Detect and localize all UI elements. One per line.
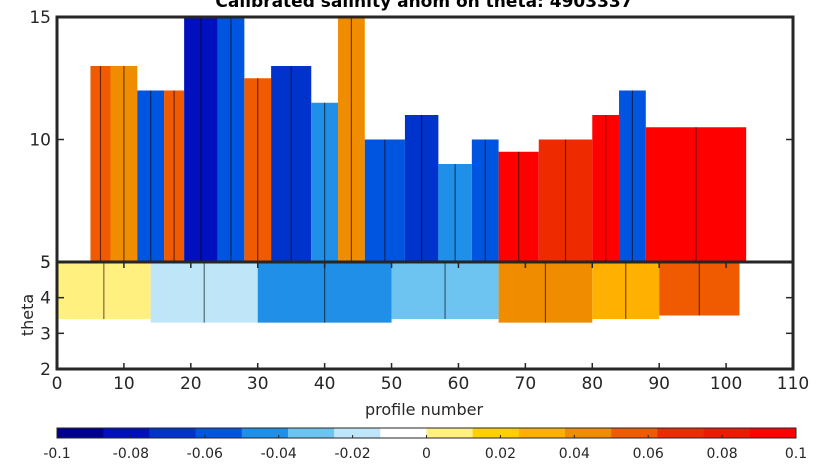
colorbar-swatch (703, 428, 751, 438)
x-tick-label: 0 (52, 374, 63, 394)
colorbar-tick-label: 0.04 (559, 446, 590, 462)
x-tick-label: 100 (710, 374, 742, 394)
x-tick-label: 90 (648, 374, 670, 394)
colorbar-swatch (518, 428, 566, 438)
colorbar-tick-label: -0.06 (187, 446, 223, 462)
x-tick-label: 20 (180, 374, 202, 394)
x-tick-label: 40 (314, 374, 336, 394)
colorbar-tick-label: 0.06 (633, 446, 664, 462)
y-tick-label: 4 (40, 289, 51, 309)
y-tick-label: 2 (40, 360, 51, 380)
y-tick-label: 15 (29, 8, 51, 28)
x-tick-label: 30 (247, 374, 269, 394)
colorbar-tick-label: -0.04 (261, 446, 297, 462)
colorbar-tick-label: -0.02 (334, 446, 370, 462)
colorbar-swatch (426, 428, 474, 438)
colorbar-swatch (195, 428, 243, 438)
colorbar-swatch (657, 428, 705, 438)
colorbar-swatch (749, 428, 797, 438)
colorbar-tick-label: 0 (422, 446, 431, 462)
colorbar-tick-label: 0.08 (707, 446, 738, 462)
colorbar: -0.1 -0.08 -0.06 -0.04 -0.02 0 0.02 0.04 0.06 0.0… (43, 427, 807, 462)
x-tick-label: 110 (777, 374, 809, 394)
x-tick-label: 70 (515, 374, 537, 394)
colorbar-swatch (241, 428, 289, 438)
colorbar-swatch (472, 428, 520, 438)
y-tick-label: 3 (40, 324, 51, 344)
plot-frame (55, 260, 795, 371)
colorbar-swatch (380, 428, 427, 438)
y-axis-label: theta (18, 294, 37, 336)
x-tick-label: 10 (113, 374, 135, 394)
x-tick-label: 50 (381, 374, 403, 394)
chart-title: Calibrated salinity anom on theta: 49033… (215, 0, 632, 12)
y-tick-label: 5 (40, 253, 51, 273)
colorbar-tick-label: -0.1 (43, 446, 70, 462)
colorbar-tick-label: 0.1 (785, 446, 807, 462)
colorbar-swatch (611, 428, 658, 438)
colorbar-swatch (287, 428, 335, 438)
colorbar-tick-label: 0.02 (485, 446, 516, 462)
y-tick-label: 5 (40, 253, 51, 273)
colorbar-swatch (149, 428, 197, 438)
x-tick-label: 60 (448, 374, 470, 394)
y-tick-label: 10 (29, 131, 51, 151)
upper-plot-area: 5 10 15 (29, 8, 795, 273)
x-tick-label: 80 (581, 374, 603, 394)
colorbar-swatch (565, 428, 612, 438)
colorbar-tick-label: -0.08 (113, 446, 149, 462)
colorbar-swatch (103, 428, 150, 438)
colorbar-swatch (334, 428, 381, 438)
colorbar-swatch (57, 428, 104, 438)
x-axis-label: profile number (365, 400, 483, 419)
